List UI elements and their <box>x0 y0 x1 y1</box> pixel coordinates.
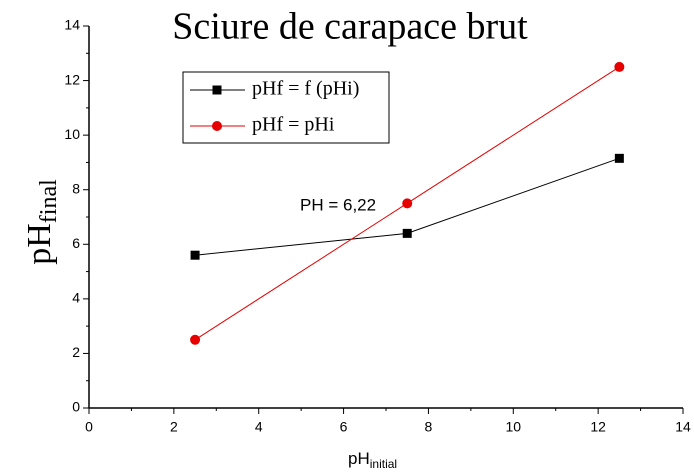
y-label-main: pH <box>21 223 58 265</box>
x-tick-label: 0 <box>85 419 93 435</box>
y-tick-label: 12 <box>64 71 80 87</box>
marker <box>614 61 625 72</box>
marker <box>190 334 201 345</box>
legend-label: pHf = pHi <box>252 114 335 136</box>
x-label-main: pH <box>348 449 370 468</box>
x-axis-label: pHinitial <box>348 449 397 471</box>
annotation: PH = 6,22 <box>300 195 376 214</box>
legend-box <box>182 71 390 144</box>
x-tick-label: 8 <box>425 419 433 435</box>
marker <box>614 153 624 163</box>
y-tick-label: 2 <box>72 344 80 360</box>
legend-marker <box>212 121 222 131</box>
y-axis-label: pHfinal <box>21 179 62 265</box>
marker <box>402 228 412 238</box>
y-tick-label: 0 <box>72 399 80 415</box>
marker <box>402 198 413 209</box>
y-label-sub: final <box>36 179 62 223</box>
marker <box>190 250 200 260</box>
legend-marker <box>212 85 222 95</box>
chart-title: Sciure de carapace brut <box>172 6 528 48</box>
y-tick-label: 6 <box>72 235 80 251</box>
y-tick-label: 4 <box>72 290 80 306</box>
y-tick-label: 14 <box>64 17 80 33</box>
x-label-sub: initial <box>370 457 397 471</box>
legend-label: pHf = f (pHi) <box>252 78 359 100</box>
x-tick-label: 14 <box>675 419 691 435</box>
x-tick-label: 2 <box>170 419 178 435</box>
x-tick-label: 10 <box>505 419 521 435</box>
y-tick-label: 10 <box>64 126 80 142</box>
y-tick-label: 8 <box>72 180 80 196</box>
x-tick-label: 4 <box>255 419 263 435</box>
x-tick-label: 6 <box>340 419 348 435</box>
x-tick-label: 12 <box>590 419 606 435</box>
